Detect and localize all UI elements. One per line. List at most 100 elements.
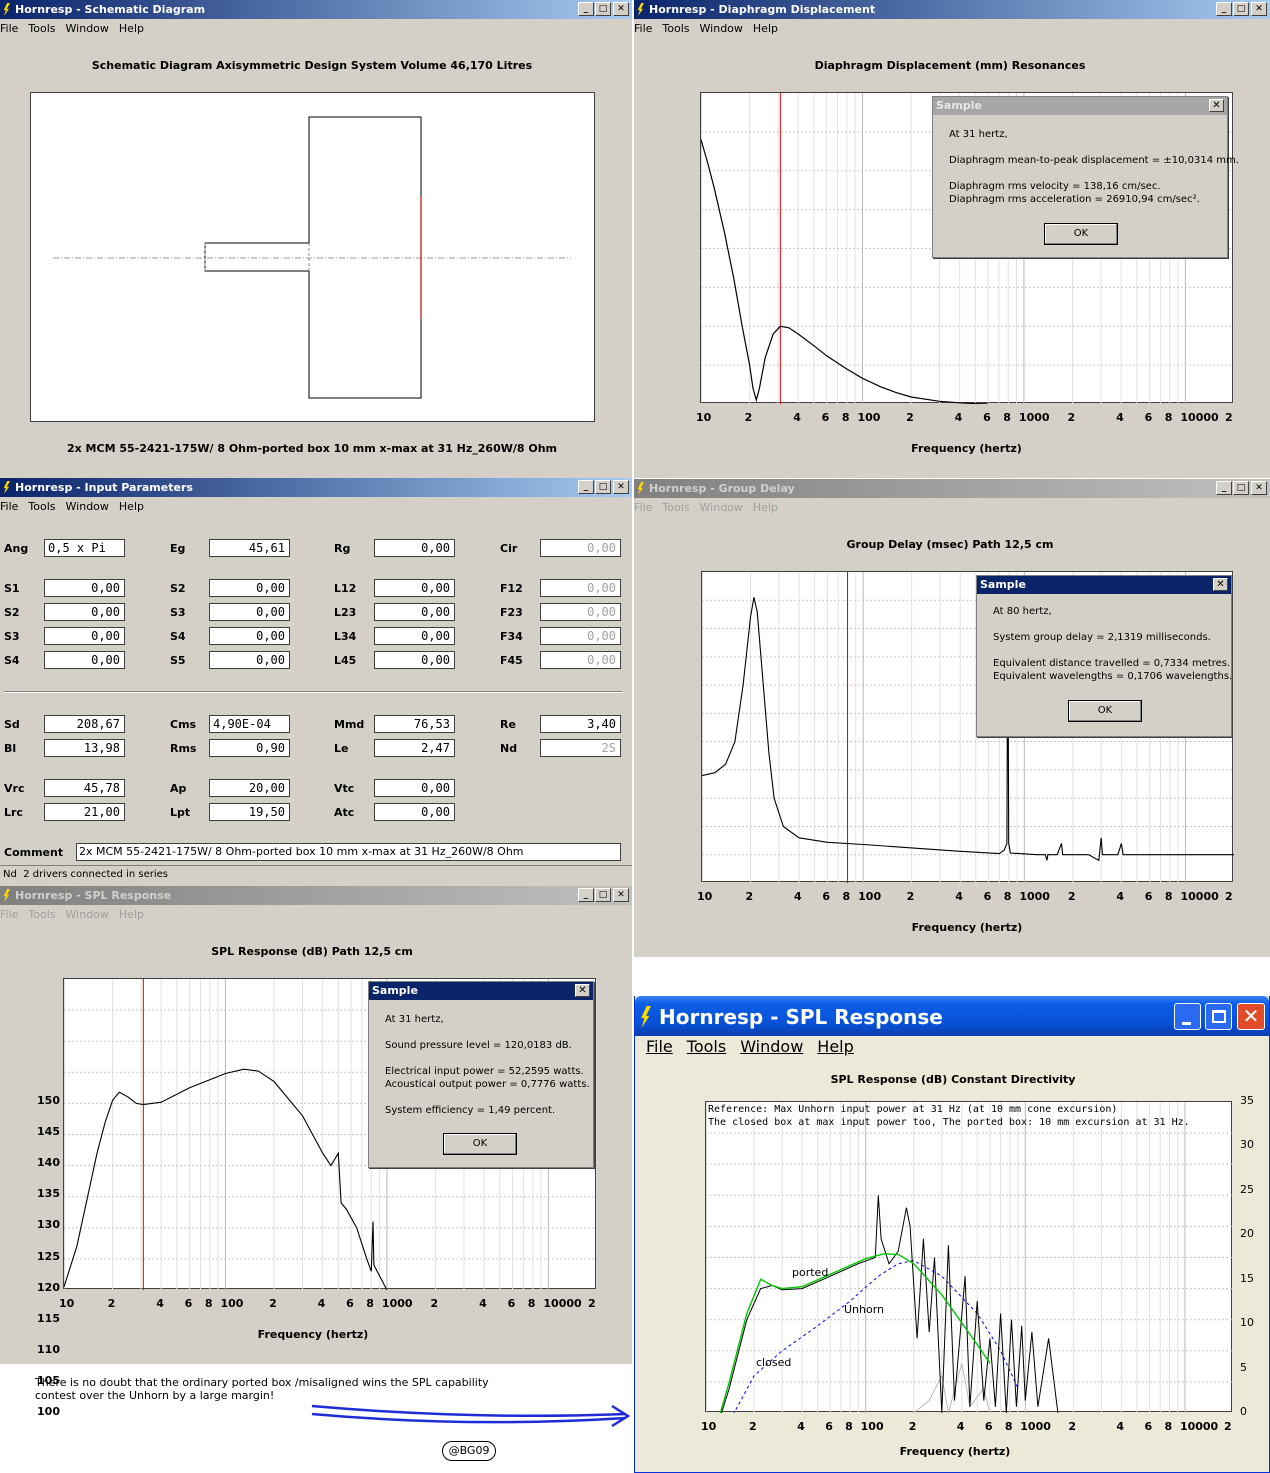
menu-file[interactable]: File [0, 908, 19, 921]
param-field-f12[interactable]: 0,00 [540, 579, 621, 597]
param-field-mmd[interactable]: 76,53 [374, 715, 455, 733]
x-tick: 6 [1144, 411, 1153, 424]
maximize-button[interactable]: □ [595, 480, 611, 494]
param-field-eg[interactable]: 45,61 [209, 539, 290, 557]
ok-button[interactable]: OK [1044, 223, 1118, 245]
menu-file[interactable]: File [0, 22, 19, 35]
dialog-close-button[interactable]: ✕ [1213, 578, 1228, 591]
menu-file[interactable]: File [634, 22, 653, 35]
param-field-s1[interactable]: 0,00 [44, 579, 125, 597]
param-label: Atc [334, 806, 355, 819]
hornresp-icon [3, 889, 10, 902]
spl-titlebar[interactable]: Hornresp - SPL Response _ □ ✕ [0, 886, 632, 905]
menu-help[interactable]: Help [118, 908, 144, 921]
param-field-s3[interactable]: 0,00 [44, 627, 125, 645]
menu-tools[interactable]: Tools [662, 501, 690, 514]
menu-tools[interactable]: Tools [28, 500, 56, 513]
param-field-atc[interactable]: 0,00 [374, 803, 455, 821]
menu-window[interactable]: Window [740, 1037, 804, 1056]
menu-help[interactable]: Help [118, 500, 144, 513]
close-button[interactable]: ✕ [1237, 1003, 1265, 1030]
comment-input[interactable]: 2x MCM 55-2421-175W/ 8 Ohm-ported box 10… [76, 843, 621, 861]
param-field-lrc[interactable]: 21,00 [44, 803, 125, 821]
ok-button[interactable]: OK [443, 1133, 517, 1155]
param-field-l12[interactable]: 0,00 [374, 579, 455, 597]
close-button[interactable]: ✕ [613, 888, 629, 902]
menu-file[interactable]: File [0, 500, 19, 513]
menu-tools[interactable]: Tools [686, 1037, 727, 1056]
maximize-button[interactable]: □ [1233, 481, 1249, 495]
param-field-s2[interactable]: 0,00 [44, 603, 125, 621]
minimize-button[interactable]: _ [578, 888, 594, 902]
param-field-sd[interactable]: 208,67 [44, 715, 125, 733]
menu-help[interactable]: Help [752, 501, 778, 514]
minimize-button[interactable]: _ [578, 2, 594, 16]
param-field-l34[interactable]: 0,00 [374, 627, 455, 645]
param-field-rms[interactable]: 0,90 [209, 739, 290, 757]
minimize-button[interactable]: _ [1216, 481, 1232, 495]
dialog-close-button[interactable]: ✕ [1209, 99, 1224, 112]
menu-window[interactable]: Window [65, 500, 109, 513]
menu-help[interactable]: Help [118, 22, 144, 35]
param-field-nd[interactable]: 2S [540, 739, 621, 757]
displacement-titlebar[interactable]: Hornresp - Diaphragm Displacement _ □ ✕ [634, 0, 1270, 19]
menu-help[interactable]: Help [752, 22, 778, 35]
input-titlebar[interactable]: Hornresp - Input Parameters _ □ ✕ [0, 478, 632, 497]
schematic-caption: 2x MCM 55-2421-175W/ 8 Ohm-ported box 10… [66, 442, 558, 455]
menu-window[interactable]: Window [65, 22, 109, 35]
param-field-vtc[interactable]: 0,00 [374, 779, 455, 797]
param-field-s3[interactable]: 0,00 [209, 603, 290, 621]
maximize-button[interactable]: □ [1233, 2, 1249, 16]
param-field-vrc[interactable]: 45,78 [44, 779, 125, 797]
menu-window[interactable]: Window [65, 908, 109, 921]
reference-line: The closed box at max input power too, T… [708, 1117, 1190, 1128]
param-field-s4[interactable]: 0,00 [209, 627, 290, 645]
menu-file[interactable]: File [646, 1037, 673, 1056]
param-field-l45[interactable]: 0,00 [374, 651, 455, 669]
minimize-button[interactable]: _ [1216, 2, 1232, 16]
param-field-re[interactable]: 3,40 [540, 715, 621, 733]
param-field-lpt[interactable]: 19,50 [209, 803, 290, 821]
param-field-s5[interactable]: 0,00 [209, 651, 290, 669]
dialog-line: At 31 hertz, [385, 1014, 444, 1025]
menu-window[interactable]: Window [699, 501, 743, 514]
close-button[interactable]: ✕ [1251, 2, 1267, 16]
menu-tools[interactable]: Tools [662, 22, 690, 35]
param-label: F45 [500, 654, 523, 667]
xp-titlebar[interactable]: Hornresp - SPL Response ✕ [635, 996, 1269, 1036]
menu-tools[interactable]: Tools [28, 22, 56, 35]
param-field-f34[interactable]: 0,00 [540, 627, 621, 645]
close-button[interactable]: ✕ [1251, 481, 1267, 495]
maximize-button[interactable]: □ [595, 2, 611, 16]
param-field-rg[interactable]: 0,00 [374, 539, 455, 557]
menu-tools[interactable]: Tools [28, 908, 56, 921]
param-field-bl[interactable]: 13,98 [44, 739, 125, 757]
param-field-cir[interactable]: 0,00 [540, 539, 621, 557]
menu-bar: File Tools Window Help [0, 905, 632, 924]
schematic-titlebar[interactable]: Hornresp - Schematic Diagram _ □ ✕ [0, 0, 632, 19]
close-button[interactable]: ✕ [613, 480, 629, 494]
minimize-button[interactable] [1174, 1003, 1201, 1030]
menu-window[interactable]: Window [699, 22, 743, 35]
param-field-ang[interactable]: 0,5 x Pi [44, 539, 125, 557]
maximize-button[interactable]: □ [595, 888, 611, 902]
param-label: F12 [500, 582, 523, 595]
param-field-l23[interactable]: 0,00 [374, 603, 455, 621]
dialog-close-button[interactable]: ✕ [575, 984, 590, 997]
maximize-button[interactable] [1205, 1003, 1232, 1030]
param-field-cms[interactable]: 4,90E-04 [209, 715, 290, 733]
x-tick: 8 [366, 1297, 374, 1310]
param-field-ap[interactable]: 20,00 [209, 779, 290, 797]
param-field-f23[interactable]: 0,00 [540, 603, 621, 621]
ok-button[interactable]: OK [1068, 700, 1142, 722]
param-field-s2[interactable]: 0,00 [209, 579, 290, 597]
minimize-button[interactable]: _ [578, 480, 594, 494]
menu-file[interactable]: File [634, 501, 653, 514]
menu-help[interactable]: Help [817, 1037, 854, 1056]
group-delay-titlebar[interactable]: Hornresp - Group Delay _ □ ✕ [634, 479, 1270, 498]
close-button[interactable]: ✕ [613, 2, 629, 16]
x-tick: 6 [184, 1297, 193, 1310]
param-field-s4[interactable]: 0,00 [44, 651, 125, 669]
param-field-le[interactable]: 2,47 [374, 739, 455, 757]
param-field-f45[interactable]: 0,00 [540, 651, 621, 669]
